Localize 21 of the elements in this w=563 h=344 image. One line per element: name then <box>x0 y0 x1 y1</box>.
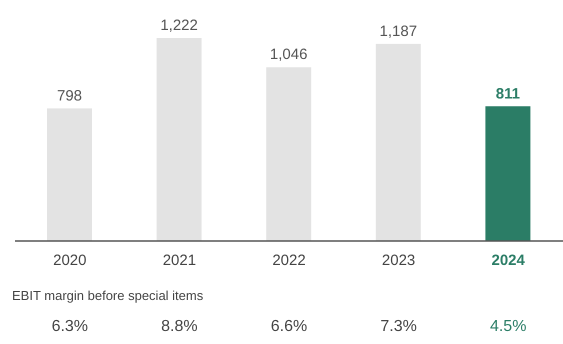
x-tick-label: 2023 <box>382 252 416 269</box>
data-label: 1,187 <box>380 22 418 40</box>
x-tick-label: 2022 <box>272 252 306 269</box>
x-tick-label: 2024 <box>492 252 526 269</box>
data-label: 798 <box>56 87 82 104</box>
bar <box>156 38 202 241</box>
text: 6.3% <box>52 318 88 336</box>
x-tick-label: 2020 <box>53 252 86 269</box>
data-label: 1,046 <box>270 46 308 64</box>
bar <box>376 44 421 241</box>
data-label: 811 <box>496 85 520 102</box>
x-tick-label: 2021 <box>162 252 196 269</box>
bar <box>485 106 530 241</box>
text: 7.3% <box>380 318 417 336</box>
text: EBIT margin before special items <box>12 288 204 303</box>
text: 4.5% <box>490 318 526 336</box>
text: 8.8% <box>161 318 198 336</box>
bar <box>266 67 312 241</box>
data-label: 1,222 <box>160 17 198 34</box>
text: 6.6% <box>270 318 308 336</box>
bar <box>47 108 92 241</box>
